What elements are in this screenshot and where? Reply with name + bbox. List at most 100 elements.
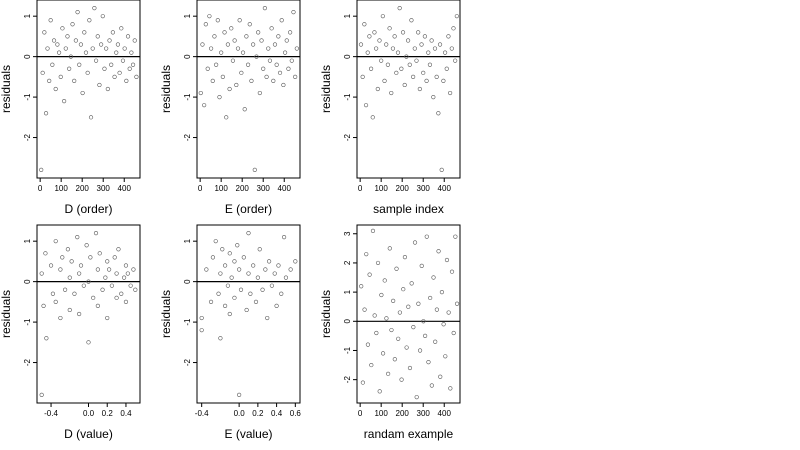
data-point	[112, 74, 117, 79]
y-tick-label: -2	[343, 376, 352, 384]
data-point	[107, 38, 112, 43]
data-point	[359, 284, 364, 289]
y-tick-label: -2	[183, 358, 192, 366]
data-point	[394, 70, 399, 75]
x-tick-label: 400	[278, 184, 292, 193]
x-tick-label: 300	[417, 409, 431, 418]
data-point	[246, 271, 251, 276]
data-point	[222, 263, 228, 268]
data-point	[251, 42, 256, 47]
y-tick-label: -2	[183, 133, 192, 141]
data-point	[436, 111, 441, 116]
data-point	[422, 34, 427, 39]
x-tick-label: 0.6	[290, 409, 302, 418]
data-point	[62, 287, 68, 292]
y-tick-label: 2	[343, 260, 352, 265]
data-point	[281, 235, 287, 240]
data-point	[446, 310, 451, 315]
data-point	[391, 298, 396, 303]
data-point	[97, 82, 102, 88]
data-point	[92, 5, 97, 11]
data-point	[75, 10, 80, 15]
data-point	[246, 230, 251, 236]
data-point	[110, 30, 115, 35]
data-point	[62, 99, 67, 104]
data-point	[244, 307, 249, 313]
data-point	[387, 26, 392, 31]
data-point	[417, 348, 423, 353]
data-point	[105, 259, 110, 264]
data-point	[416, 301, 421, 306]
y-tick-label: -2	[343, 133, 352, 141]
data-point	[132, 38, 137, 43]
data-point	[397, 5, 402, 11]
y-tick-label: -1	[183, 93, 192, 101]
panel-d-value: -0.4 0.0 0.2 0.4 -2 -1 0 1 D (value) residuals	[0, 224, 141, 441]
data-point	[279, 18, 284, 23]
data-point	[58, 315, 63, 321]
x-axis-title: D (value)	[64, 427, 113, 441]
y-tick-label: 0	[183, 279, 192, 284]
x-tick-label: 0	[38, 184, 43, 193]
data-point	[202, 103, 207, 108]
data-point	[210, 78, 215, 84]
data-point	[222, 303, 228, 309]
data-point	[436, 249, 441, 254]
data-point	[372, 30, 377, 35]
data-point	[77, 311, 82, 317]
data-point	[439, 290, 445, 295]
x-tick-label: 0	[358, 409, 363, 418]
data-point	[220, 74, 225, 79]
data-point	[109, 62, 114, 67]
data-point	[364, 252, 369, 257]
data-point	[93, 58, 99, 63]
data-point	[87, 18, 92, 23]
data-point	[369, 362, 374, 368]
data-point	[368, 66, 374, 71]
data-point	[237, 392, 242, 398]
data-point	[50, 291, 56, 296]
data-point	[120, 58, 126, 63]
data-point	[451, 330, 456, 336]
data-point	[247, 22, 252, 27]
data-point	[283, 275, 289, 280]
data-point	[77, 62, 82, 67]
data-point	[88, 255, 93, 260]
data-point	[274, 62, 279, 67]
data-point	[419, 42, 424, 47]
data-point	[409, 18, 414, 23]
data-point	[434, 74, 439, 79]
data-point	[266, 46, 271, 51]
panel-sample-index: 0 100 200 300 400 -2 -1 0 1 sample index residuals	[319, 0, 461, 216]
data-point	[293, 259, 298, 264]
data-point	[39, 167, 44, 173]
data-point	[99, 42, 104, 47]
data-point	[265, 315, 270, 321]
data-point	[55, 42, 60, 47]
data-point	[259, 38, 264, 43]
data-point	[392, 34, 397, 39]
data-point	[281, 82, 286, 88]
data-point	[372, 313, 377, 318]
data-point	[78, 263, 84, 268]
data-point	[234, 82, 239, 88]
data-point	[382, 278, 387, 283]
data-point	[215, 18, 220, 23]
x-tick-label: 0.2	[252, 409, 264, 418]
x-tick-label: 200	[76, 184, 90, 193]
data-point	[384, 316, 389, 321]
data-point	[260, 287, 265, 292]
panel-random-example: 0 100 200 300 400 -2 -1 0 1 2 3 randam example resid…	[319, 224, 461, 441]
data-point	[394, 266, 399, 271]
data-point	[424, 234, 429, 239]
data-point	[257, 247, 262, 252]
data-point	[402, 254, 408, 260]
data-point	[227, 311, 232, 317]
data-point	[380, 14, 385, 19]
data-point	[67, 66, 72, 71]
data-point	[384, 42, 389, 47]
data-point	[293, 74, 298, 79]
data-point	[225, 42, 230, 47]
data-point	[429, 383, 434, 388]
data-point	[103, 275, 108, 280]
